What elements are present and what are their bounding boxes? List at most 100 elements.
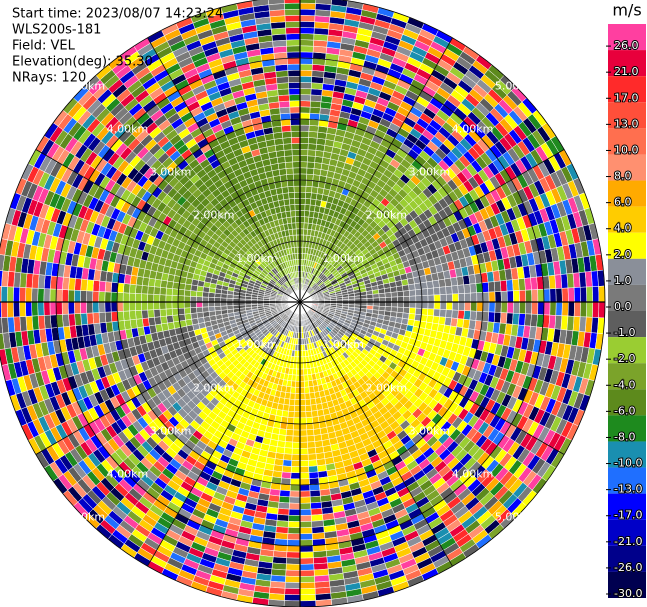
radar-cell xyxy=(464,301,472,312)
radar-cell xyxy=(312,45,328,54)
radar-cell xyxy=(282,137,292,145)
radar-cell xyxy=(299,27,315,35)
radar-cell xyxy=(141,309,149,319)
radar-cell xyxy=(19,287,27,303)
radar-cell xyxy=(135,284,143,294)
radar-cell xyxy=(289,112,301,120)
radar-cell xyxy=(104,291,112,303)
radar-cell xyxy=(43,288,51,303)
radar-cell xyxy=(305,404,312,412)
radar-cell xyxy=(104,301,112,313)
radar-cell xyxy=(299,69,313,77)
radar-cell xyxy=(280,477,291,485)
radar-cell xyxy=(67,289,75,303)
radar-cell xyxy=(299,502,312,510)
radar-cell xyxy=(147,301,155,311)
radar-cell xyxy=(372,301,380,307)
radar-cell xyxy=(421,301,429,309)
radar-cell xyxy=(299,393,306,400)
radar-cell xyxy=(432,315,440,325)
radar-cell xyxy=(554,315,563,330)
radar-cell xyxy=(292,429,301,437)
radar-cell xyxy=(159,301,167,310)
radar-cell xyxy=(295,216,301,224)
radar-cell xyxy=(62,313,70,328)
radar-cell xyxy=(184,289,192,297)
radar-cell xyxy=(309,119,320,127)
radar-cell xyxy=(282,459,292,467)
radar-cell xyxy=(117,311,125,322)
radar-cell xyxy=(299,76,313,83)
radar-cell xyxy=(518,313,526,326)
radar-cell xyxy=(183,295,191,303)
radar-cell xyxy=(278,94,290,103)
radar-cell xyxy=(287,521,301,528)
radar-cell xyxy=(177,288,185,297)
radar-cell xyxy=(110,301,118,313)
radar-cell xyxy=(272,556,287,565)
radar-cell xyxy=(573,301,581,317)
radar-cell xyxy=(286,216,292,224)
radar-cell xyxy=(304,392,311,400)
radar-cell xyxy=(312,550,328,559)
radar-cell xyxy=(313,556,328,565)
radar-cell xyxy=(288,192,295,200)
radar-cell xyxy=(288,398,296,406)
radar-cell xyxy=(283,198,291,206)
radar-cell xyxy=(80,301,88,314)
radar-cell xyxy=(299,441,308,449)
radar-cell xyxy=(289,392,296,400)
radar-cell xyxy=(397,301,404,308)
radar-cell xyxy=(104,311,113,323)
radar-cell xyxy=(278,495,291,504)
radar-cell xyxy=(299,588,316,596)
radar-cell xyxy=(487,311,496,323)
radar-cell xyxy=(311,64,326,72)
radar-cell xyxy=(299,204,306,211)
radar-cell xyxy=(378,301,386,307)
radar-cell xyxy=(202,311,210,318)
radar-cell xyxy=(309,106,321,115)
radar-cell xyxy=(281,125,292,133)
radar-cell xyxy=(310,508,323,516)
radar-cell xyxy=(463,310,471,321)
radar-cell xyxy=(299,45,314,53)
radar-cell xyxy=(214,301,222,307)
radar-cell xyxy=(299,575,315,583)
radar-cell xyxy=(390,306,398,313)
radar-cell xyxy=(290,478,301,486)
radar-cell xyxy=(37,288,45,303)
radar-cell xyxy=(184,307,192,315)
radar-cell xyxy=(396,306,404,314)
radar-cell xyxy=(135,301,142,311)
radar-cell xyxy=(482,301,490,313)
radar-cell xyxy=(299,51,314,59)
radar-cell xyxy=(190,312,198,320)
radar-cell xyxy=(291,149,301,157)
radar-cell xyxy=(299,594,316,602)
radar-cell xyxy=(308,137,318,145)
radar-cell xyxy=(98,291,106,303)
radar-cell xyxy=(289,490,301,498)
radar-cell xyxy=(311,520,324,528)
radar-cell xyxy=(177,307,185,316)
radar-cell xyxy=(196,311,204,319)
radar-cell xyxy=(285,21,301,29)
radar-cell xyxy=(117,282,125,293)
radar-cell xyxy=(299,472,310,480)
radar-cell xyxy=(283,453,293,461)
radar-cell xyxy=(147,285,155,295)
radar-cell xyxy=(299,563,315,571)
radar-cell xyxy=(299,124,310,132)
radar-cell xyxy=(67,301,75,315)
radar-cell xyxy=(543,301,551,316)
radar-cell xyxy=(276,76,289,84)
radar-cell xyxy=(285,27,301,35)
radar-cell xyxy=(141,293,148,303)
radar-cell xyxy=(49,301,57,316)
radar-cell xyxy=(488,301,496,313)
radar-cell xyxy=(292,167,301,175)
radar-cell xyxy=(310,82,324,90)
radar-cell xyxy=(299,435,308,443)
radar-cell xyxy=(135,310,143,320)
